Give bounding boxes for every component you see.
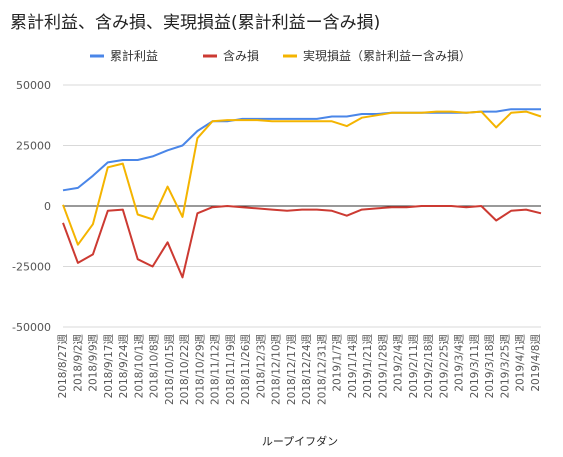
x-tick-label: 2018/12/31週 [316, 334, 328, 406]
x-tick-label: 2019/3/4週 [454, 334, 466, 392]
x-tick-label: 2018/10/15週 [164, 334, 176, 406]
x-tick-label: 2019/2/11週 [408, 333, 420, 398]
x-tick-label: 2019/1/7週 [332, 333, 344, 391]
x-tick-label: 2018/10/1週 [133, 334, 145, 399]
x-tick-label: 2018/11/19週 [225, 333, 237, 405]
x-tick-label: 2018/12/10週 [271, 333, 283, 405]
y-tick-label: -25000 [12, 261, 51, 274]
x-tick-label: 2018/12/3週 [255, 334, 267, 399]
x-tick-label: 2018/9/17週 [103, 334, 115, 399]
y-tick-label: 0 [44, 200, 51, 213]
x-tick-label: 2018/12/24週 [301, 333, 313, 405]
legend-label: 実現損益（累計利益ー含み損） [303, 48, 471, 63]
series-lines [62, 108, 542, 279]
x-tick-label: 2019/2/25週 [439, 334, 451, 399]
legend-label: 累計利益 [110, 48, 158, 63]
y-tick-label: -50000 [12, 321, 51, 334]
x-axis: 2018/8/27週 2018/9/2週 2018/9/9週 2018/9/17週 20… [57, 333, 542, 405]
y-axis: 50000 25000 0 -25000 -50000 [12, 79, 51, 334]
legend: 累計利益 含み損 実現損益（累計利益ー含み損） [90, 48, 471, 63]
x-tick-label: 2019/4/1週 [515, 333, 527, 391]
grid [63, 84, 541, 328]
x-tick-label: 2018/10/22週 [179, 334, 191, 406]
x-tick-label: 2018/9/9週 [88, 333, 100, 391]
x-tick-label: 2019/1/21週 [362, 334, 374, 399]
x-tick-label: 2018/9/24週 [118, 333, 130, 398]
x-tick-label: 2018/11/12週 [210, 334, 222, 406]
legend-label: 含み損 [223, 48, 259, 63]
x-tick-label: 2018/10/8週 [149, 333, 161, 398]
x-tick-label: 2018/11/26週 [240, 334, 252, 406]
y-tick-label: 25000 [16, 140, 51, 153]
x-tick-label: 2019/2/4週 [393, 334, 405, 392]
chart-title: 累計利益、含み損、実現損益(累計利益ー含み損) [10, 13, 381, 33]
x-tick-label: 2019/3/11週 [469, 334, 481, 399]
x-tick-label: 2019/1/14週 [347, 334, 359, 399]
x-tick-label: 2018/8/27週 [57, 334, 69, 399]
x-tick-label: 2019/1/28週 [377, 333, 389, 398]
series-line [62, 110, 542, 246]
x-tick-label: 2018/10/29週 [194, 333, 206, 405]
series-line [62, 205, 542, 279]
x-tick-label: 2019/4/8週 [530, 334, 542, 392]
x-tick-label: 2019/3/18週 [484, 333, 496, 398]
x-tick-label: 2019/3/25週 [500, 334, 512, 399]
x-axis-label: ループイフダン [262, 434, 338, 448]
y-tick-label: 50000 [16, 79, 51, 92]
x-tick-label: 2018/9/2週 [72, 334, 84, 392]
x-tick-label: 2018/12/17週 [286, 334, 298, 406]
x-tick-label: 2019/2/18週 [423, 334, 435, 399]
